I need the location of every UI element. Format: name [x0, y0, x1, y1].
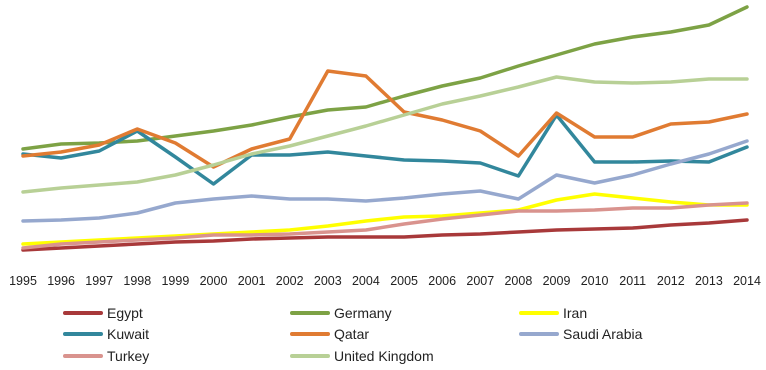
series-line-egypt [21, 218, 749, 252]
x-tick-label: 2010 [581, 274, 609, 288]
x-tick-label: 2000 [200, 274, 228, 288]
x-tick-label: 2007 [466, 274, 494, 288]
legend-item-turkey: Turkey [63, 348, 149, 364]
x-tick-label: 1995 [9, 274, 37, 288]
series-line-iran [21, 192, 749, 246]
x-tick-label: 1999 [161, 274, 189, 288]
series-line-united-kingdom [21, 75, 749, 194]
x-tick-label: 2011 [619, 274, 646, 288]
series-line-kuwait [21, 113, 749, 186]
x-tick-label: 1996 [47, 274, 75, 288]
legend-label: Saudi Arabia [563, 326, 643, 342]
x-tick-label: 2014 [733, 274, 761, 288]
legend-item-saudi-arabia: Saudi Arabia [519, 326, 643, 342]
legend-label: Kuwait [107, 326, 149, 342]
x-axis-tick-labels: 1995 1996 1997 1998 1999 2000 2001 2002 2003 2004… [9, 274, 761, 288]
legend: Egypt Germany Iran Kuwait Qatar Saudi Arabia T… [63, 305, 643, 364]
legend-item-germany: Germany [290, 305, 392, 321]
x-tick-label: 2001 [238, 274, 266, 288]
series-line-germany [21, 5, 749, 151]
x-tick-label: 2004 [352, 274, 380, 288]
legend-label: Iran [563, 305, 587, 321]
x-tick-label: 2002 [276, 274, 304, 288]
x-tick-label: 2013 [695, 274, 723, 288]
x-tick-label: 2009 [543, 274, 571, 288]
x-tick-label: 1998 [123, 274, 151, 288]
x-tick-label: 2012 [657, 274, 685, 288]
legend-label: Egypt [107, 305, 143, 321]
legend-item-united-kingdom: United Kingdom [290, 348, 434, 364]
legend-label: Qatar [334, 326, 369, 342]
x-tick-label: 2005 [390, 274, 418, 288]
x-tick-label: 1997 [85, 274, 113, 288]
legend-label: Turkey [107, 348, 149, 364]
x-tick-label: 2008 [504, 274, 532, 288]
legend-item-kuwait: Kuwait [63, 326, 149, 342]
series-line-saudi-arabia [21, 139, 749, 223]
x-tick-label: 2006 [428, 274, 456, 288]
series-line-turkey [21, 201, 749, 250]
legend-label: United Kingdom [334, 348, 434, 364]
legend-item-qatar: Qatar [290, 326, 369, 342]
x-tick-label: 2003 [314, 274, 342, 288]
legend-label: Germany [334, 305, 392, 321]
series-lines [21, 5, 749, 252]
legend-item-iran: Iran [519, 305, 587, 321]
legend-item-egypt: Egypt [63, 305, 143, 321]
series-line-qatar [21, 69, 749, 169]
